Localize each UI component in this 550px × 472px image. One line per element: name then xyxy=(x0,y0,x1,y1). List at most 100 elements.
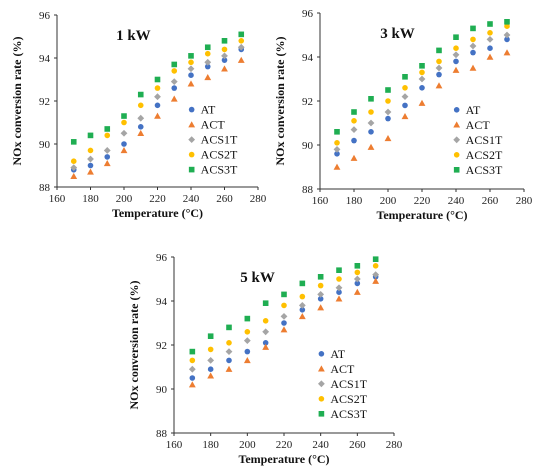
data-point xyxy=(351,118,357,124)
data-point xyxy=(298,313,306,320)
x-tick-label: 260 xyxy=(482,195,499,207)
data-point xyxy=(189,375,196,381)
legend-label: ACS2T xyxy=(466,148,503,162)
y-tick-label: 96 xyxy=(156,252,168,264)
y-tick-label: 90 xyxy=(156,384,168,396)
data-point xyxy=(137,91,144,98)
data-point xyxy=(103,159,111,167)
data-point xyxy=(87,132,94,139)
x-tick-label: 260 xyxy=(216,193,233,205)
data-point xyxy=(384,108,392,116)
x-tick-label: 240 xyxy=(183,193,200,205)
legend-label: AT xyxy=(466,103,481,117)
y-tick-label: 88 xyxy=(302,184,314,196)
y-tick-label: 96 xyxy=(39,10,51,22)
data-point xyxy=(244,329,251,335)
data-point xyxy=(262,328,270,336)
series-acs2t xyxy=(334,23,510,146)
data-point xyxy=(70,158,77,164)
data-point xyxy=(137,124,144,130)
x-tick-label: 160 xyxy=(166,439,183,451)
data-point xyxy=(334,129,340,135)
legend-marker xyxy=(318,396,325,402)
data-point xyxy=(317,274,324,280)
data-point xyxy=(262,343,270,350)
data-point xyxy=(334,140,340,146)
data-point xyxy=(401,93,409,100)
data-point xyxy=(299,293,306,300)
chart-title: 3 kW xyxy=(380,26,415,42)
data-point xyxy=(368,109,374,115)
data-point xyxy=(385,115,391,122)
data-point xyxy=(504,23,510,30)
data-point xyxy=(317,304,325,311)
data-point xyxy=(372,277,380,284)
data-point xyxy=(419,85,425,91)
data-point xyxy=(187,80,195,87)
data-point xyxy=(353,288,361,295)
data-point xyxy=(244,348,251,355)
legend-label: ACS2T xyxy=(330,392,367,406)
data-point xyxy=(207,357,215,364)
legend-marker xyxy=(453,136,461,144)
data-point xyxy=(436,71,442,78)
x-tick-label: 280 xyxy=(516,195,533,207)
y-tick-label: 94 xyxy=(156,296,168,308)
data-point xyxy=(436,47,442,54)
data-point xyxy=(238,31,245,38)
chart-title: 1 kW xyxy=(116,28,151,44)
data-point xyxy=(70,164,78,172)
series-act xyxy=(70,56,245,179)
data-point xyxy=(207,372,215,379)
data-point xyxy=(170,78,178,86)
data-point xyxy=(221,38,228,44)
series-acs2t xyxy=(70,38,245,164)
x-tick-label: 280 xyxy=(250,193,267,205)
data-point xyxy=(121,119,127,126)
legend-label: AT xyxy=(201,103,216,117)
x-tick-label: 200 xyxy=(116,193,133,205)
x-tick-label: 200 xyxy=(239,439,256,451)
series-at xyxy=(70,46,245,173)
data-point xyxy=(204,44,211,51)
data-point xyxy=(487,30,493,36)
data-point xyxy=(470,36,476,43)
data-point xyxy=(470,49,476,56)
data-point xyxy=(435,82,443,89)
data-point xyxy=(351,109,357,115)
data-point xyxy=(189,357,196,364)
data-point xyxy=(188,72,194,78)
data-point xyxy=(487,45,493,51)
legend-marker xyxy=(188,136,196,143)
y-tick-label: 88 xyxy=(39,182,51,194)
y-tick-label: 90 xyxy=(39,139,51,151)
data-point xyxy=(487,21,493,27)
data-point xyxy=(87,155,94,163)
data-point xyxy=(299,280,306,287)
series-act xyxy=(333,49,511,170)
data-point xyxy=(280,313,288,320)
data-point xyxy=(188,365,196,373)
data-point xyxy=(221,65,228,72)
data-point xyxy=(402,85,408,91)
data-point xyxy=(221,57,228,63)
data-point xyxy=(486,53,494,60)
series-acs2t xyxy=(189,263,379,364)
data-point xyxy=(435,64,443,72)
data-point xyxy=(333,146,341,153)
data-point xyxy=(452,66,460,73)
legend-marker xyxy=(188,151,195,158)
x-axis-label: Temperature (°C) xyxy=(376,208,467,222)
data-point xyxy=(367,119,375,127)
data-point xyxy=(104,126,111,132)
data-point xyxy=(262,318,269,324)
x-tick-label: 240 xyxy=(312,439,329,451)
data-point xyxy=(244,315,251,322)
legend-marker xyxy=(453,167,460,173)
data-point xyxy=(137,102,144,109)
y-axis-label: NOx conversion rate (%) xyxy=(273,37,287,166)
